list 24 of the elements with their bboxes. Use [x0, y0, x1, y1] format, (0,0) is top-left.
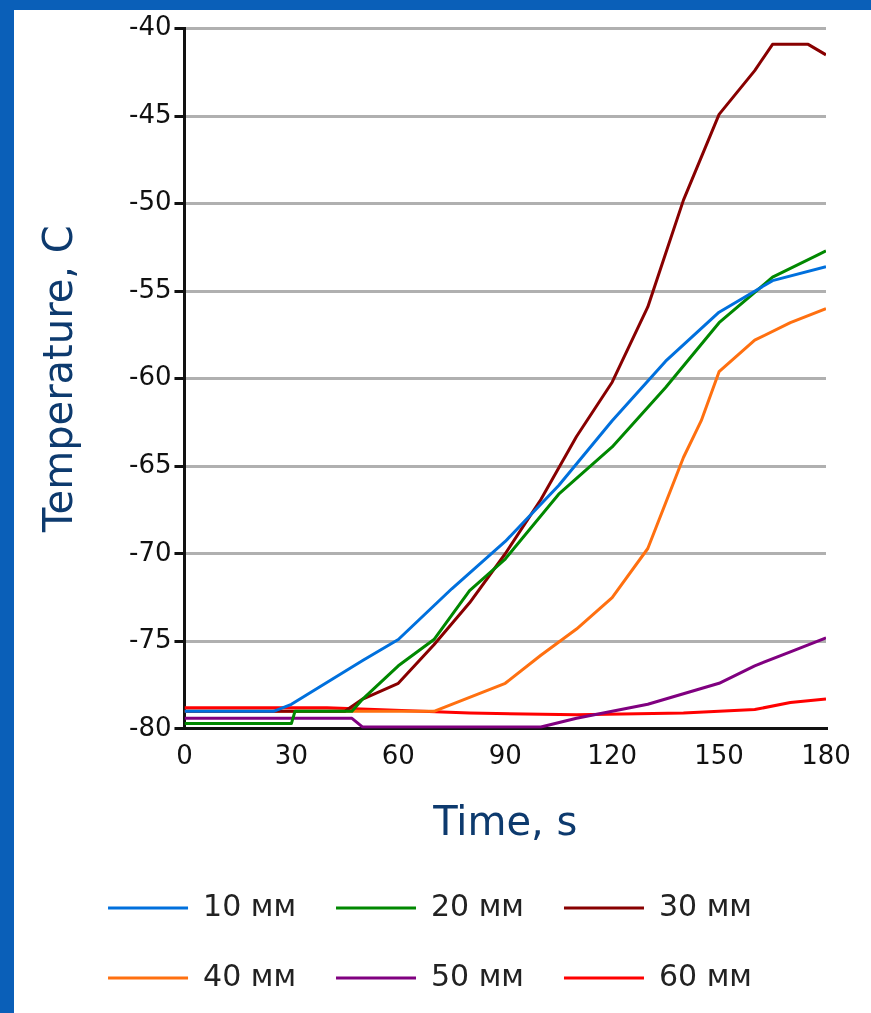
legend-label: 60 мм — [658, 957, 752, 993]
y-tick-label: -75 — [129, 624, 172, 655]
legend-label: 40 мм — [203, 957, 297, 993]
y-tick-label: -80 — [129, 711, 172, 742]
y-axis-title: Temperature, C — [35, 225, 82, 534]
x-tick-label: 90 — [488, 740, 522, 771]
y-tick-label: -40 — [129, 11, 172, 42]
legend-label: 30 мм — [658, 887, 752, 923]
y-tick-label: -70 — [129, 536, 172, 567]
x-axis-title: Time, s — [432, 798, 578, 845]
y-tick-label: -65 — [129, 448, 172, 479]
y-tick-label: -55 — [129, 273, 172, 304]
x-tick-label: 0 — [176, 740, 193, 771]
x-tick-label: 180 — [801, 740, 851, 771]
legend-label: 20 мм — [431, 887, 524, 923]
x-tick-label: 120 — [587, 740, 637, 771]
y-tick-label: -60 — [129, 361, 172, 392]
legend-label: 10 мм — [203, 887, 297, 923]
y-tick-label: -50 — [129, 186, 172, 217]
x-tick-label: 150 — [694, 740, 744, 771]
y-tick-label: -45 — [129, 98, 172, 129]
x-tick-label: 30 — [274, 740, 308, 771]
legend-label: 50 мм — [431, 957, 524, 993]
x-tick-label: 60 — [381, 740, 415, 771]
